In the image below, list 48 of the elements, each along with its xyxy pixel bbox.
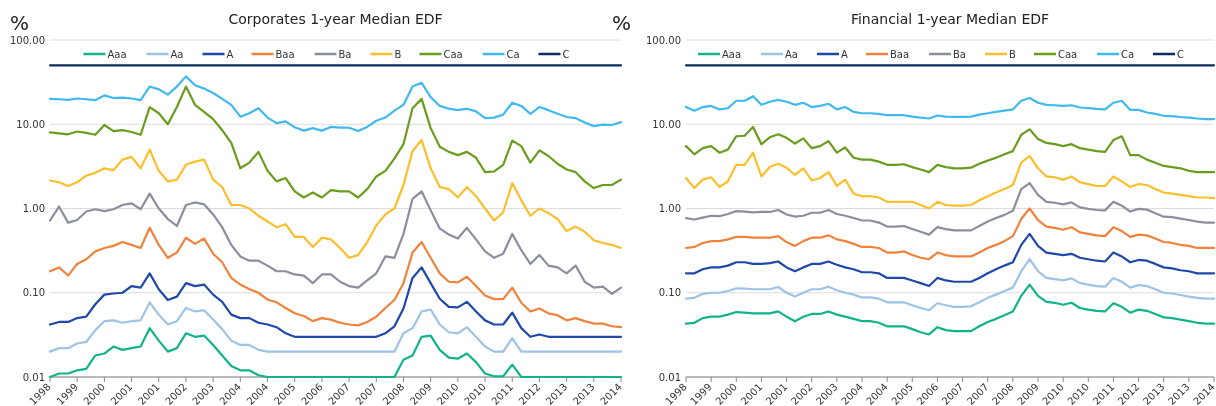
- legend-label: B: [394, 48, 402, 60]
- legend-label: Caa: [443, 48, 463, 60]
- line-series: [684, 151, 1216, 210]
- line-series: [684, 207, 1216, 261]
- chart-title: Corporates 1-year Median EDF: [228, 11, 443, 27]
- line-series: [684, 125, 1216, 174]
- legend-label: Baa: [890, 48, 910, 60]
- legend-label: A: [841, 48, 848, 60]
- y-tick-label: 0.01: [22, 371, 45, 383]
- legend-label: C: [562, 48, 570, 60]
- y-tick-label: 10.00: [16, 118, 45, 130]
- legend-label: A: [226, 48, 234, 60]
- y-tick-label: 100.00: [646, 34, 681, 46]
- line-series: [48, 226, 623, 329]
- line-series: [48, 85, 623, 199]
- line-series: [48, 327, 623, 379]
- line-series: [48, 138, 623, 259]
- legend-label: Ba: [953, 48, 966, 60]
- y-tick-label: 10.00: [652, 118, 681, 130]
- y-tick-label: 0.10: [658, 287, 681, 299]
- chart-title: Financial 1-year Median EDF: [850, 11, 1050, 27]
- legend-label: Aaa: [722, 48, 742, 60]
- line-series: [684, 232, 1216, 288]
- y-tick-label: 0.10: [22, 287, 45, 299]
- line-series: [684, 283, 1216, 336]
- legend-label: Caa: [1058, 48, 1078, 60]
- line-series: [684, 258, 1216, 312]
- y-tick-label: 1.00: [658, 203, 681, 214]
- y-tick-label: 100.00: [10, 34, 45, 46]
- line-series: [48, 266, 623, 338]
- legend-label: Ba: [338, 48, 352, 60]
- legend-label: Aaa: [107, 48, 127, 60]
- line-series: [48, 301, 623, 353]
- legend-label: Ca: [1121, 48, 1135, 60]
- legend-label: C: [1177, 48, 1184, 60]
- legend-label: Ca: [506, 48, 520, 60]
- y-axis-title: %: [10, 11, 30, 35]
- y-tick-label: 1.00: [22, 203, 45, 214]
- line-series: [684, 95, 1216, 121]
- y-tick-label: 0.01: [658, 371, 681, 383]
- y-axis-title: %: [612, 11, 632, 35]
- legend-label: Baa: [275, 48, 295, 60]
- line-series: [684, 182, 1216, 236]
- line-series: [48, 190, 623, 295]
- legend-label: Aa: [785, 48, 798, 60]
- legend-label: Aa: [170, 48, 184, 60]
- legend-label: B: [1009, 48, 1016, 60]
- line-series: [48, 75, 623, 133]
